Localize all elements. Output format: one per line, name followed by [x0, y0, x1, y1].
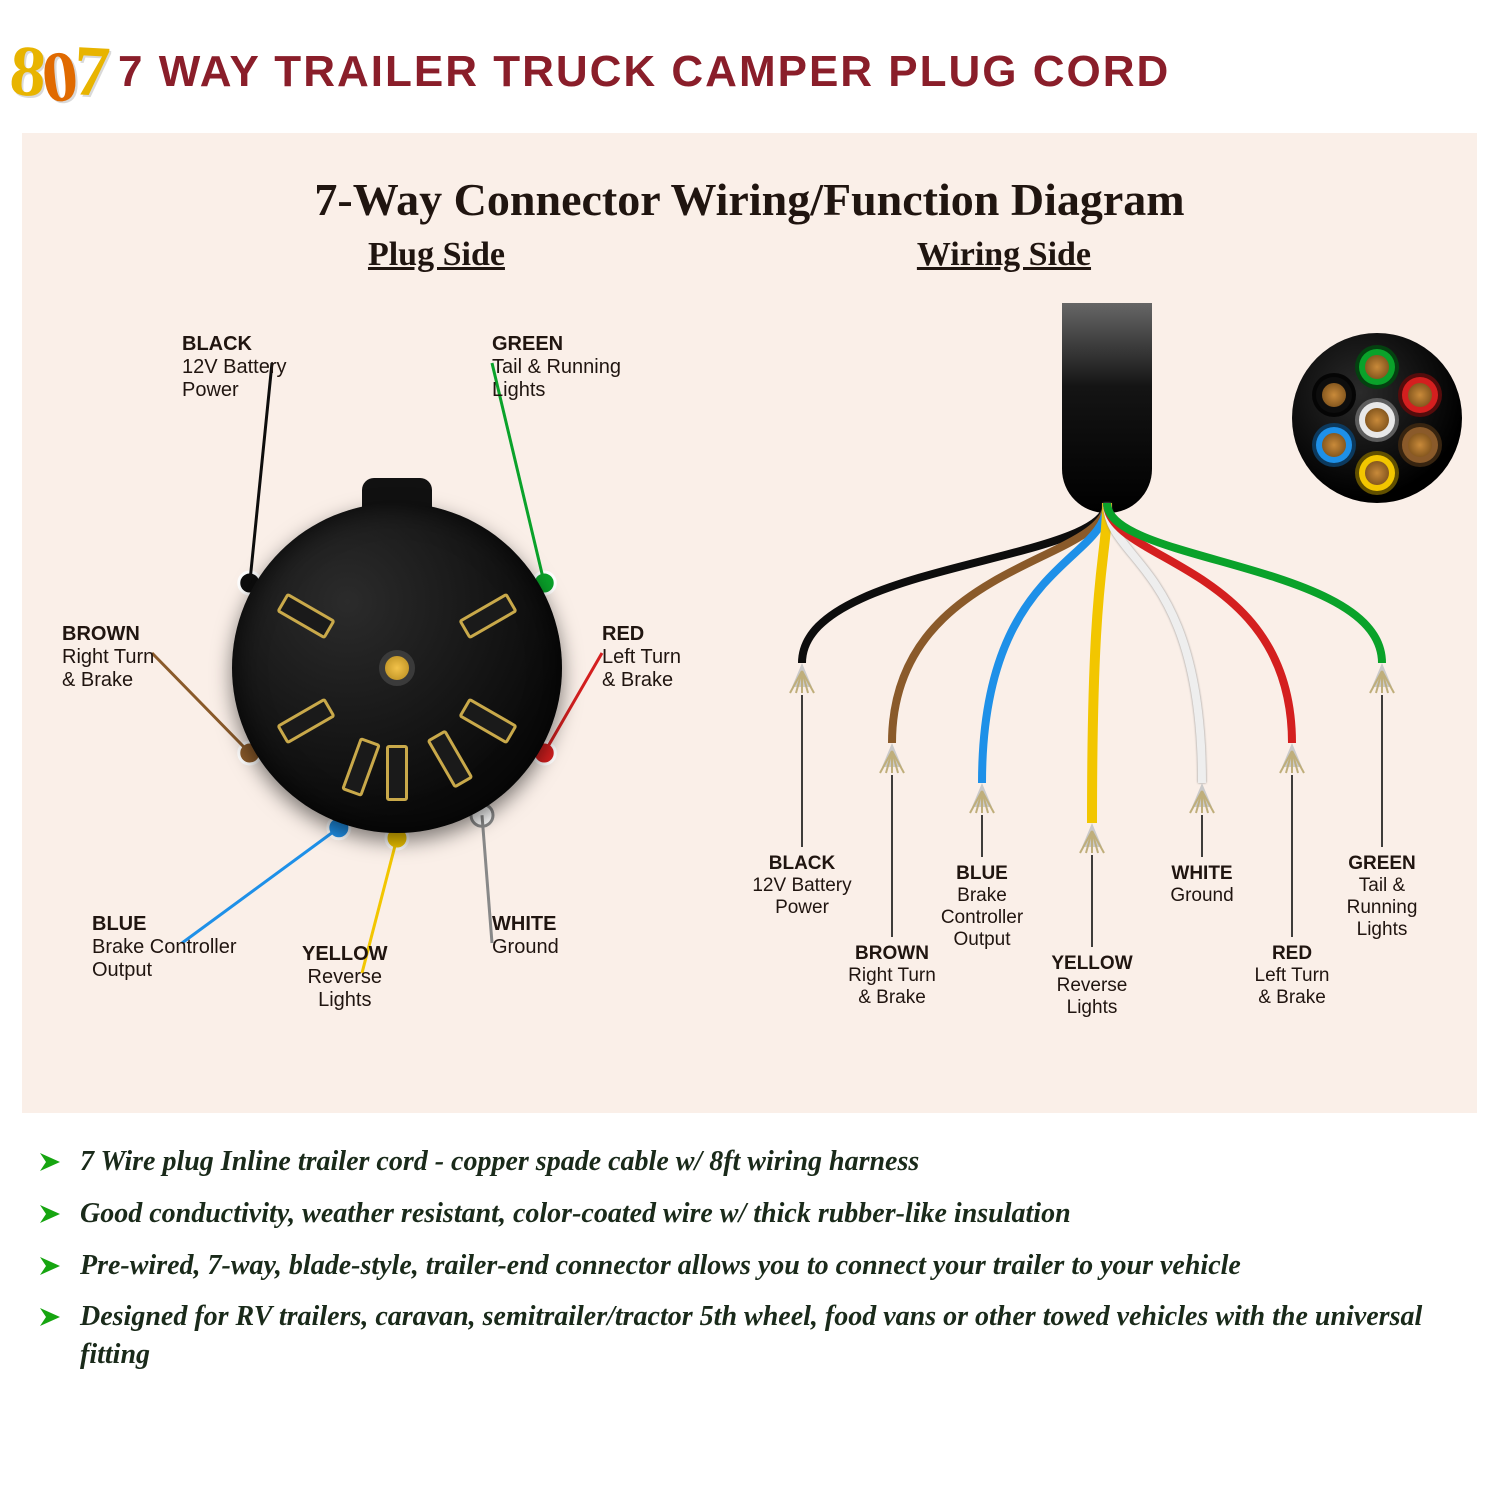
wire-label-brown: BROWNRight Turn& Brake — [832, 943, 952, 1009]
cross-section-wire — [1355, 451, 1399, 495]
feature-bullet: Pre-wired, 7-way, blade-style, trailer-e… — [38, 1247, 1461, 1285]
brand-logo: 807 — [10, 30, 106, 113]
cross-section-wire — [1312, 373, 1356, 417]
wire-label-black: BLACK12V BatteryPower — [742, 853, 862, 919]
blade-white — [426, 729, 473, 788]
cable-cross-section — [1292, 333, 1462, 503]
cross-section-wire — [1312, 423, 1356, 467]
arrow-icon — [38, 1149, 68, 1175]
bullet-text: Designed for RV trailers, caravan, semit… — [80, 1298, 1461, 1374]
blade-brown — [276, 697, 335, 744]
center-pin — [379, 650, 415, 686]
feature-bullet: 7 Wire plug Inline trailer cord - copper… — [38, 1143, 1461, 1181]
arrow-icon — [38, 1304, 68, 1330]
plug-label-black: BLACK12V BatteryPower — [182, 333, 287, 402]
wire-label-yellow: YELLOWReverseLights — [1032, 953, 1152, 1019]
header: 807 7 WAY TRAILER TRUCK CAMPER PLUG CORD — [0, 0, 1499, 123]
plug-label-yellow: YELLOWReverseLights — [302, 943, 388, 1012]
connector-body — [232, 503, 562, 833]
blade-red — [458, 697, 517, 744]
blade-black — [276, 592, 335, 639]
wire-label-green: GREENTail & RunningLights — [1322, 853, 1442, 940]
plug-label-blue: BLUEBrake ControllerOutput — [92, 913, 237, 982]
bullet-text: Pre-wired, 7-way, blade-style, trailer-e… — [80, 1247, 1241, 1285]
product-headline: 7 WAY TRAILER TRUCK CAMPER PLUG CORD — [118, 47, 1170, 97]
blade-yellow — [386, 745, 408, 801]
wire-label-blue: BLUEBrake ControllerOutput — [922, 863, 1042, 950]
plug-side-heading: Plug Side — [368, 236, 505, 274]
feature-bullets: 7 Wire plug Inline trailer cord - copper… — [38, 1143, 1461, 1374]
wiring-side-heading: Wiring Side — [917, 236, 1091, 274]
wire-label-red: REDLeft Turn& Brake — [1232, 943, 1352, 1009]
wire-label-white: WHITEGround — [1142, 863, 1262, 907]
plug-label-red: REDLeft Turn& Brake — [602, 623, 681, 692]
cross-section-wire — [1398, 423, 1442, 467]
blade-green — [458, 592, 517, 639]
plug-label-green: GREENTail & RunningLights — [492, 333, 621, 402]
plug-label-white: WHITEGround — [492, 913, 559, 959]
bullet-text: 7 Wire plug Inline trailer cord - copper… — [80, 1143, 919, 1181]
plug-label-brown: BROWNRight Turn& Brake — [62, 623, 154, 692]
feature-bullet: Designed for RV trailers, caravan, semit… — [38, 1298, 1461, 1374]
diagram-title: 7-Way Connector Wiring/Function Diagram — [42, 173, 1457, 226]
bullet-text: Good conductivity, weather resistant, co… — [80, 1195, 1071, 1233]
arrow-icon — [38, 1253, 68, 1279]
cross-section-wire — [1355, 398, 1399, 442]
blade-blue — [341, 737, 381, 797]
wiring-diagram: BLACK12V BatteryPowerBROWNRight Turn& Br… — [762, 303, 1462, 1083]
cross-section-wire — [1355, 345, 1399, 389]
plug-diagram: BLACK12V BatteryPower GREENTail & Running… — [62, 323, 722, 1063]
cross-section-wire — [1398, 373, 1442, 417]
arrow-icon — [38, 1201, 68, 1227]
diagram-panel: 7-Way Connector Wiring/Function Diagram … — [22, 133, 1477, 1113]
feature-bullet: Good conductivity, weather resistant, co… — [38, 1195, 1461, 1233]
